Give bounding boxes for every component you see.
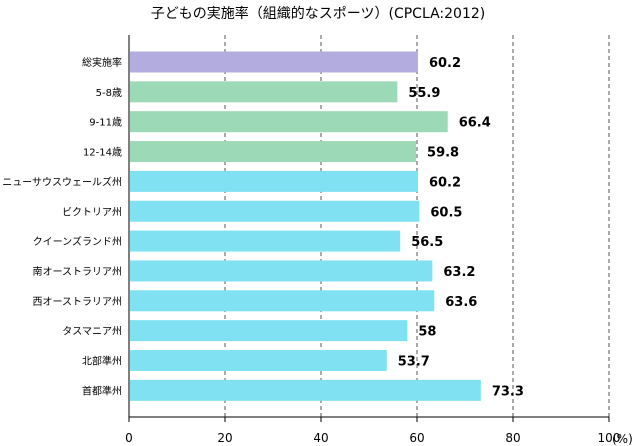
value-label: 63.2: [443, 265, 475, 280]
bar: [130, 200, 420, 222]
value-label: 73.3: [492, 384, 524, 399]
bar: [130, 290, 435, 312]
value-label: 60.5: [430, 205, 462, 220]
category-label: 北部準州: [82, 355, 122, 368]
category-label: クイーンズランド州: [33, 235, 122, 248]
bar: [130, 111, 448, 133]
category-label: ビクトリア州: [62, 206, 122, 218]
x-tick-label: 20: [217, 431, 232, 445]
category-label: 南オーストラリア州: [33, 265, 123, 278]
x-tick-label: 80: [505, 431, 520, 445]
x-tick-label: 100: [598, 431, 621, 445]
category-label: 9-11歳: [89, 117, 122, 129]
x-axis-unit: (%): [612, 432, 633, 446]
x-tick-label: 40: [313, 431, 328, 445]
category-label: 総実施率: [82, 56, 122, 69]
value-label: 53.7: [398, 355, 430, 370]
value-label: 56.5: [411, 235, 443, 250]
bar: [130, 81, 398, 103]
category-label: タスマニア州: [62, 326, 122, 338]
bar: [130, 230, 401, 252]
category-label: 首都準州: [82, 384, 122, 397]
bar: [130, 51, 418, 73]
category-label: 西オーストラリア州: [33, 296, 123, 308]
value-label: 60.2: [429, 56, 461, 71]
value-label: 66.4: [459, 116, 491, 131]
bar: [130, 350, 387, 371]
category-label: 12-14歳: [83, 147, 122, 159]
bar: [130, 320, 408, 342]
value-label: 58: [418, 325, 436, 340]
bar: [130, 260, 433, 282]
value-label: 59.8: [427, 146, 459, 161]
x-axis: 0 20 40 60 80 100: [125, 35, 620, 445]
bar: [130, 170, 418, 192]
chart-title: 子どもの実施率（組織的なスポーツ）(CPCLA:2012): [151, 5, 485, 22]
x-tick-label: 0: [125, 431, 133, 445]
category-labels: 総実施率 5-8歳 9-11歳 12-14歳ニューサウスウェールズ州ビクトリア州クイー…: [2, 56, 122, 397]
bar: [130, 141, 417, 163]
value-labels: 60.2 55.9 66.459.8 60.2 60.5 56.563.2 63.6 58 53…: [398, 56, 524, 399]
bar: [130, 379, 481, 401]
value-label: 60.2: [429, 175, 461, 190]
category-label: ニューサウスウェールズ州: [2, 175, 122, 188]
bars: [130, 51, 481, 401]
value-label: 55.9: [408, 86, 440, 101]
x-tick-label: 60: [409, 431, 424, 445]
category-label: 5-8歳: [96, 87, 122, 99]
value-label: 63.6: [445, 295, 477, 310]
